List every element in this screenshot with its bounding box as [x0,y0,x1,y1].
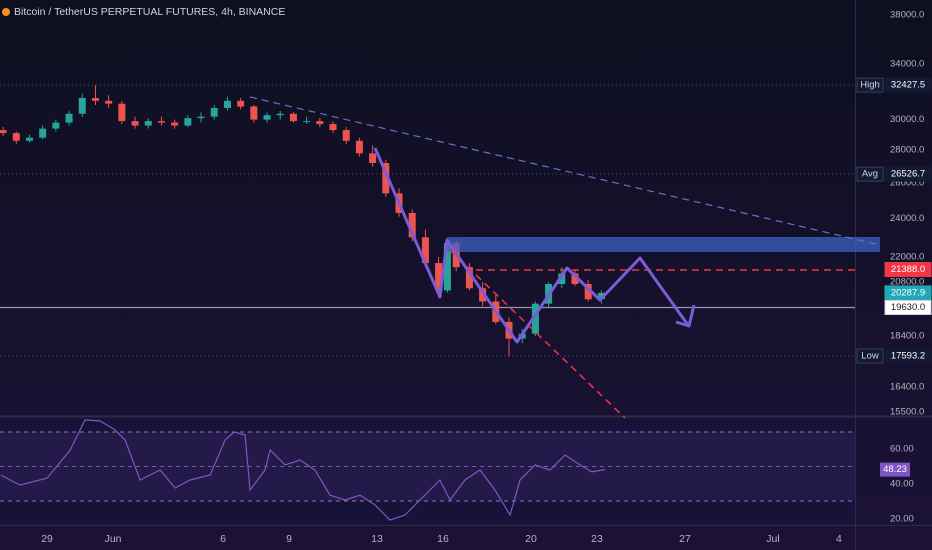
level-value-box [884,77,932,93]
candle-body [276,113,284,116]
candle-body [65,113,73,123]
y-tick-label: 18400.0 [890,331,924,342]
candle-body [0,130,7,134]
candle-body [289,113,297,122]
candle-body [443,243,451,291]
projection-arrowhead [675,304,696,328]
candle-body [342,130,350,141]
level-name-box [856,77,884,93]
level-value: 21388.0 [891,264,925,275]
candle-body [408,212,416,238]
candle-body [531,303,539,334]
level-value-box [884,348,932,364]
x-tick-label: 6 [220,533,226,545]
y-tick-label: 15500.0 [890,407,924,418]
rsi-tick-label: 60.00 [890,444,914,455]
x-tick-label: 27 [679,533,691,545]
rsi-line [0,419,606,521]
candle-body [105,100,113,104]
y-tick-label: 34000.0 [890,59,924,70]
y-tick-label: 28000.0 [890,145,924,156]
x-tick-label: 13 [371,533,383,545]
candle-body [184,118,192,126]
candle-body [210,107,218,117]
candle-body [369,153,377,164]
resistance-zone [447,237,880,252]
candle-body [144,121,152,126]
level-value: 19630.0 [891,302,925,313]
candle-body [435,263,443,291]
rsi-tick-label: 40.00 [890,479,914,490]
candle-body [78,98,86,114]
level-value-box [884,299,932,315]
level-value: 26526.7 [891,169,925,180]
y-tick-label: 38000.0 [890,9,924,20]
x-tick-label: 4 [836,533,842,545]
y-tick-label: 30000.0 [890,114,924,125]
level-value: 17593.2 [891,351,925,362]
candle-body [382,163,390,194]
candle-body [39,128,47,138]
candle-body [52,122,60,129]
candle-body [479,288,487,302]
level-value-box [884,166,932,182]
y-tick-label: 16400.0 [890,382,924,393]
y-tick-label: 24000.0 [890,213,924,224]
candle-body [25,137,33,141]
symbol-icon [2,8,10,16]
candle-body [421,237,429,264]
candle-body [12,133,20,141]
candle-body [303,121,311,123]
y-tick-label: 26000.0 [890,178,924,189]
level-name: High [860,80,880,91]
level-name: Low [861,351,879,362]
candle-body [584,283,592,300]
rsi-value: 48.23 [883,464,907,475]
candle-body [571,273,579,284]
x-tick-label: Jun [105,533,122,545]
level-name: Avg [862,169,878,180]
candle-body [237,100,245,107]
projection-path [373,147,690,344]
candle-body [197,116,205,119]
candle-body [316,121,324,125]
level-value-box [884,262,932,278]
candle-body [118,103,126,122]
candle-body [597,292,605,300]
level-value: 32427.5 [891,80,925,91]
candle-body [465,267,473,289]
y-tick-label: 20800.0 [890,276,924,287]
chart-title: Bitcoin / TetherUS PERPETUAL FUTURES, 4h… [14,6,285,18]
candle-body [91,98,99,101]
candle-body [263,115,271,120]
candle-body [329,124,337,131]
candle-body [250,106,258,120]
level-name-box [856,166,884,182]
candle-body [131,121,139,126]
level-value: 20287.9 [891,287,925,298]
candle-body [223,100,231,108]
candle-body [171,122,179,126]
rsi-tick-label: 20.00 [890,514,914,525]
x-tick-label: Jul [766,533,779,545]
breakdown-dashed-line [449,249,626,419]
drawings [249,96,881,419]
x-tick-label: 29 [41,533,53,545]
level-name-box [856,348,884,364]
x-tick-label: 23 [591,533,603,545]
x-tick-label: 9 [286,533,292,545]
x-tick-label: 16 [437,533,449,545]
x-tick-label: 20 [525,533,537,545]
candle-body [355,140,363,154]
rsi-pane [0,418,855,525]
candle-body [157,121,165,123]
y-tick-label: 22000.0 [890,252,924,263]
rsi-value-box [880,462,910,477]
levels-layer [0,84,855,357]
candle-body [558,273,566,284]
